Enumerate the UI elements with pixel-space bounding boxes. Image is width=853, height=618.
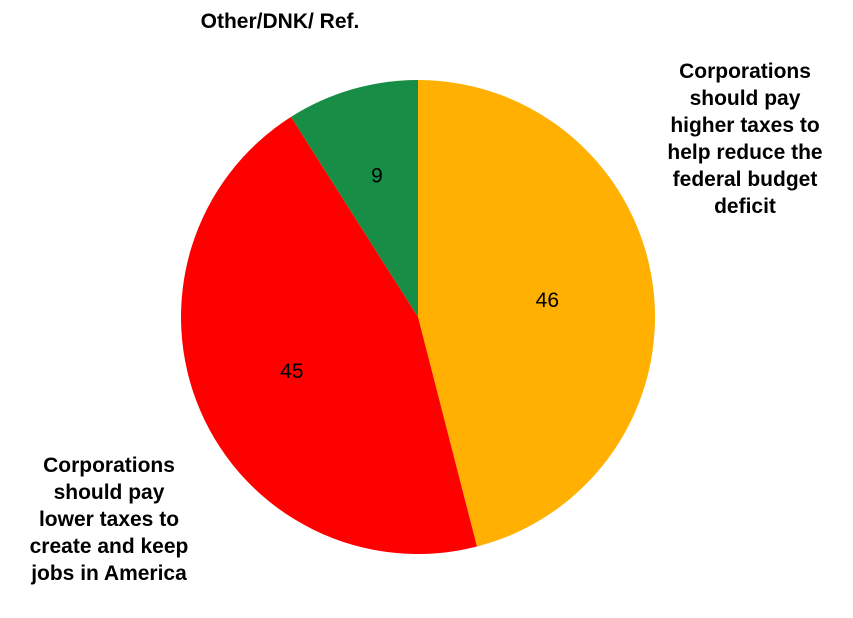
slice-label-higher-taxes: Corporations should pay higher taxes to … xyxy=(667,60,823,218)
slice-other xyxy=(291,80,418,317)
slice-label-lower-taxes: Corporations should pay lower taxes to c… xyxy=(29,454,189,585)
pie-slices xyxy=(181,80,655,554)
value-label-lower-taxes: 45 xyxy=(280,360,303,383)
slice-lower-taxes xyxy=(181,116,477,554)
value-label-higher-taxes: 46 xyxy=(536,289,559,312)
pie-value-labels: 46 45 9 xyxy=(280,164,559,383)
slice-higher-taxes xyxy=(418,80,655,547)
value-label-other: 9 xyxy=(371,164,383,187)
slice-label-other: Other/DNK/ Ref. xyxy=(200,10,360,33)
